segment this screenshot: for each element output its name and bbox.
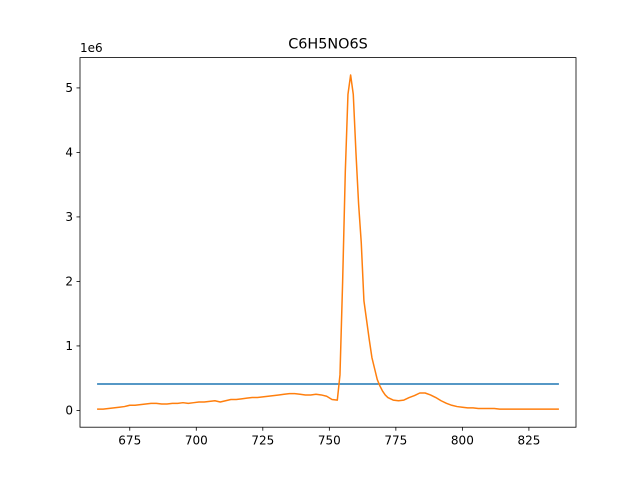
y-tick-label: 4 [65,146,73,160]
x-tick-label: 750 [318,434,341,448]
y-tick-label: 1 [65,339,73,353]
y-tick-label: 5 [65,81,73,95]
x-tick-label: 675 [118,434,141,448]
y-tick-label: 2 [65,275,73,289]
y-offset-label: 1e6 [80,41,103,55]
plot-frame [79,57,577,428]
x-tick-label: 825 [517,434,540,448]
x-tick-label: 800 [451,434,474,448]
y-tick-label: 0 [65,404,73,418]
y-axis: 0 1 2 3 4 5 [65,81,80,418]
plot-series [97,74,559,410]
series-line-2 [97,74,559,410]
x-tick-label: 725 [251,434,274,448]
x-tick-label: 775 [384,434,407,448]
y-tick-label: 3 [65,210,73,224]
x-axis: 675 700 725 750 775 800 825 [118,427,540,448]
x-tick-label: 700 [185,434,208,448]
chart-title: C6H5NO6S [288,37,368,53]
